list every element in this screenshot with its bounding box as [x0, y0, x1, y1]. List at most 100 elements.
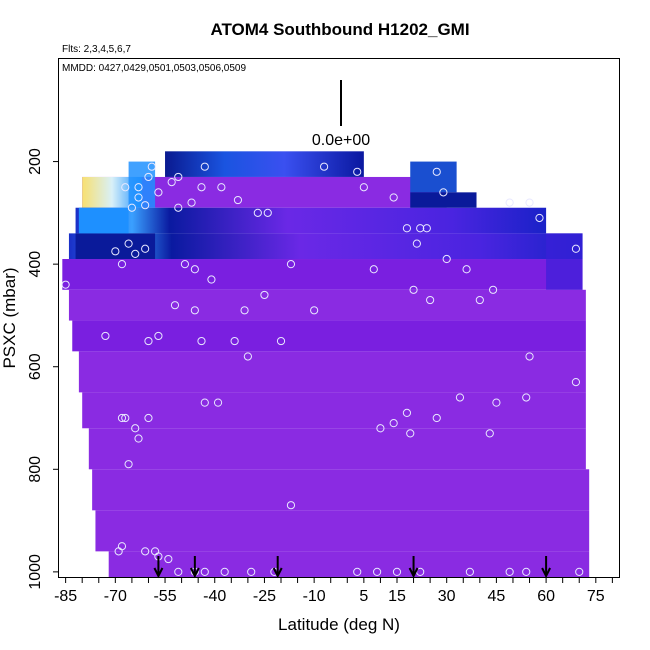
x-tick-label: 30	[438, 588, 456, 605]
sample-point	[174, 203, 183, 212]
sample-point	[412, 239, 421, 248]
heatmap-field	[62, 151, 590, 577]
sample-point	[61, 280, 70, 289]
sample-point	[134, 193, 143, 202]
x-tick-label: 45	[487, 588, 505, 605]
field-band	[92, 469, 590, 511]
sample-point	[174, 172, 183, 182]
sample-point	[276, 336, 286, 346]
field-patch	[128, 161, 156, 208]
plot-frame	[58, 58, 620, 578]
sample-point	[213, 398, 223, 407]
sample-point	[571, 244, 581, 253]
flight-arrow-head	[153, 567, 164, 579]
x-tick-label: 15	[388, 588, 406, 605]
sample-point	[220, 567, 229, 576]
sample-point	[409, 285, 418, 294]
field-band	[95, 510, 590, 552]
sample-point	[111, 247, 120, 256]
sample-point	[522, 393, 531, 402]
flight-arrow	[541, 556, 551, 579]
sample-point	[373, 567, 382, 576]
x-tick-label: 5	[359, 588, 368, 605]
x-tick-label: -10	[303, 588, 326, 605]
sample-point	[359, 183, 368, 192]
sample-point	[286, 501, 296, 510]
sample-point	[376, 424, 385, 433]
x-axis: -85 -70 -55 -40 -25 -10 5 15 30 45 60 75	[54, 577, 613, 605]
sample-point	[117, 413, 127, 423]
sample-point	[190, 265, 199, 274]
y-tick-label: 400	[27, 251, 44, 278]
sample-point	[465, 567, 474, 576]
x-axis-label: Latitude (deg N)	[278, 615, 400, 634]
field-patch	[78, 207, 129, 234]
sample-point	[164, 554, 173, 564]
sample-point	[247, 567, 256, 576]
y-axis-label: PSXC (mbar)	[0, 267, 19, 368]
sample-point	[200, 398, 209, 407]
sample-point	[154, 188, 163, 197]
sample-point	[571, 378, 581, 387]
field-band	[165, 151, 364, 177]
sample-point	[121, 413, 130, 423]
field-band	[75, 207, 547, 234]
sample-point	[485, 429, 494, 438]
sample-point	[432, 413, 441, 423]
sample-point	[455, 393, 465, 402]
sample-point	[535, 213, 544, 223]
sample-point	[392, 567, 402, 576]
x-tick-label: -85	[54, 588, 77, 605]
sample-point	[207, 275, 216, 284]
field-band	[108, 551, 590, 577]
y-tick-label: 200	[27, 148, 44, 175]
sample-point	[402, 408, 412, 417]
scale-label: 0.0e+00	[312, 132, 370, 149]
sample-point	[144, 336, 153, 346]
flight-arrow-head	[272, 567, 283, 579]
sample-point	[174, 567, 183, 576]
sample-point	[505, 567, 514, 576]
sample-point	[406, 429, 415, 438]
sample-point	[167, 177, 176, 187]
sample-point	[141, 201, 150, 210]
sample-point	[475, 295, 484, 305]
flight-arrows	[153, 556, 551, 579]
sample-point	[319, 162, 329, 171]
sample-point	[525, 198, 534, 207]
y-axis: 200 400 600 800 1000	[27, 148, 59, 590]
sample-point	[260, 290, 269, 300]
x-tick-label: -40	[203, 588, 226, 605]
sample-point	[286, 260, 296, 269]
sample-point	[197, 336, 206, 346]
field-band	[68, 289, 586, 321]
field-patch	[410, 192, 477, 208]
field-band	[62, 259, 583, 290]
sample-point	[389, 193, 398, 202]
sample-point	[230, 336, 239, 346]
sample-point	[263, 208, 272, 217]
sample-point	[492, 398, 501, 407]
flight-arrow-head	[408, 567, 419, 579]
sample-point	[170, 301, 180, 310]
sample-point	[114, 547, 123, 556]
field-patch	[410, 161, 457, 193]
sample-point	[134, 183, 143, 192]
sample-point	[141, 244, 150, 253]
sample-point	[147, 162, 156, 171]
sample-point	[525, 352, 534, 361]
flights-note: Flts: 2,3,4,5,6,7	[62, 44, 131, 55]
y-tick-label: 1000	[27, 554, 44, 590]
sample-point	[134, 434, 143, 443]
sample-point	[124, 239, 133, 248]
x-tick-label: -70	[104, 588, 127, 605]
sample-point	[200, 162, 209, 171]
sample-point	[439, 188, 448, 197]
sample-point	[575, 567, 584, 576]
sample-point	[144, 413, 153, 423]
sample-point	[141, 547, 150, 556]
flight-arrow	[408, 556, 419, 579]
x-tick-label: -55	[153, 588, 176, 605]
sample-point	[117, 260, 127, 269]
